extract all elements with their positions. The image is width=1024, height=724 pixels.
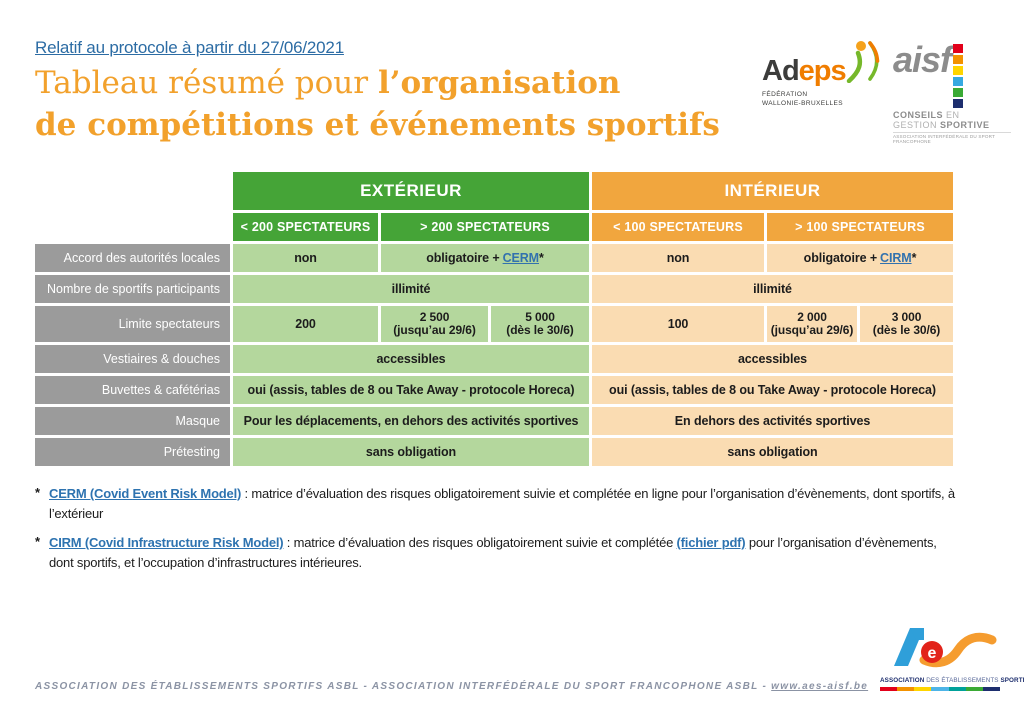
cell-accord-int-gt: obligatoire + CIRM * xyxy=(767,244,953,272)
cell-limite-int-gt-a: 2 000 (jusqu’au 29/6) xyxy=(767,306,857,342)
row-label-sportifs: Nombre de sportifs participants xyxy=(35,275,230,303)
cerm-link[interactable]: CERM xyxy=(502,251,540,265)
subheader-ext-gt200: > 200 SPECTATEURS xyxy=(381,213,589,241)
footnote-cerm: * CERM (Covid Event Risk Model) : matric… xyxy=(35,485,955,521)
cell-limite-int-gt-b: 3 000 (dès le 30/6) xyxy=(860,306,953,342)
row-label-limite: Limite spectateurs xyxy=(35,306,230,342)
aes-mark-icon: e xyxy=(894,628,997,668)
cell-buvettes-ext: oui (assis, tables de 8 ou Take Away - p… xyxy=(233,376,589,404)
summary-table: EXTÉRIEUR INTÉRIEUR < 200 SPECTATEURS > … xyxy=(35,172,953,466)
cirm-footnote-link[interactable]: CIRM (Covid Infrastructure Risk Model) xyxy=(49,535,284,550)
footnote-cirm: * CIRM (Covid Infrastructure Risk Model)… xyxy=(35,534,937,570)
aisf-squares-icon xyxy=(953,44,964,108)
protocol-link[interactable]: Relatif au protocole à partir du 27/06/2… xyxy=(35,38,344,57)
cell-limite-ext-gt-a: 2 500 (jusqu’au 29/6) xyxy=(381,306,488,342)
cell-masque-ext: Pour les déplacements, en dehors des act… xyxy=(233,407,589,435)
protocol-subtitle: Relatif au protocole à partir du 27/06/2… xyxy=(35,38,344,58)
cell-accord-int-lt: non xyxy=(592,244,764,272)
footnotes: * CERM (Covid Event Risk Model) : matric… xyxy=(35,484,960,582)
subheader-ext-lt200: < 200 SPECTATEURS xyxy=(233,213,378,241)
aes-caption: ASSOCIATION DES ÉTABLISSEMENTS SPORTIFS xyxy=(880,677,1024,684)
pdf-file-link[interactable]: (fichier pdf) xyxy=(676,535,746,550)
aes-colorbar-icon xyxy=(880,687,1000,691)
cell-accord-ext-gt: obligatoire + CERM * xyxy=(381,244,589,272)
footer-website-link[interactable]: www.aes-aisf.be xyxy=(771,681,869,692)
cell-masque-int: En dehors des activités sportives xyxy=(592,407,953,435)
cell-limite-int-lt: 100 xyxy=(592,306,764,342)
cell-buvettes-int: oui (assis, tables de 8 ou Take Away - p… xyxy=(592,376,953,404)
cell-accord-ext-lt: non xyxy=(233,244,378,272)
adeps-logo: Adeps FÉDÉRATION WALLONIE-BRUXELLES xyxy=(762,41,882,108)
footer: ASSOCIATION DES ÉTABLISSEMENTS SPORTIFS … xyxy=(35,681,869,692)
adeps-federation-label: FÉDÉRATION WALLONIE-BRUXELLES xyxy=(762,91,844,107)
page-title-line1: Tableau résumé pour l’organisation xyxy=(35,65,621,101)
page-title-line2: de compétitions et événements sportifs xyxy=(35,107,720,143)
aisf-tagline-1: CONSEILS EN xyxy=(893,110,960,120)
row-label-masque: Masque xyxy=(35,407,230,435)
cell-vestiaires-int: accessibles xyxy=(592,345,953,373)
cell-vestiaires-ext: accessibles xyxy=(233,345,589,373)
subheader-int-lt100: < 100 SPECTATEURS xyxy=(592,213,764,241)
row-label-buvettes: Buvettes & cafétérias xyxy=(35,376,230,404)
cell-pretesting-ext: sans obligation xyxy=(233,438,589,466)
cirm-link[interactable]: CIRM xyxy=(880,251,912,265)
aisf-wordmark: aisf xyxy=(893,39,952,80)
aisf-subcaption: ASSOCIATION INTERFÉDÉRALE DU SPORT FRANC… xyxy=(893,132,1011,144)
cerm-footnote-link[interactable]: CERM (Covid Event Risk Model) xyxy=(49,486,242,501)
header-interieur: INTÉRIEUR xyxy=(592,172,953,210)
aisf-logo: aisf CONSEILS EN GESTION SPORTIVE ASSOCI… xyxy=(893,42,1011,144)
aes-logo: e ASSOCIATION DES ÉTABLISSEMENTS SPORTIF… xyxy=(880,626,1024,691)
subheader-int-gt100: > 100 SPECTATEURS xyxy=(767,213,953,241)
row-label-vestiaires: Vestiaires & douches xyxy=(35,345,230,373)
cell-limite-ext-lt: 200 xyxy=(233,306,378,342)
adeps-wordmark: Adeps xyxy=(762,41,882,88)
header-exterieur: EXTÉRIEUR xyxy=(233,172,589,210)
cell-pretesting-int: sans obligation xyxy=(592,438,953,466)
cell-limite-ext-gt-b: 5 000 (dès le 30/6) xyxy=(491,306,589,342)
aisf-tagline-2: GESTION SPORTIVE xyxy=(893,120,990,130)
cell-sportifs-int: illimité xyxy=(592,275,953,303)
cell-sportifs-ext: illimité xyxy=(233,275,589,303)
adeps-swoosh-icon xyxy=(846,41,880,83)
row-label-pretesting: Prétesting xyxy=(35,438,230,466)
svg-text:e: e xyxy=(928,645,937,662)
row-label-accord: Accord des autorités locales xyxy=(35,244,230,272)
page-title: Tableau résumé pour l’organisation de co… xyxy=(35,62,720,146)
